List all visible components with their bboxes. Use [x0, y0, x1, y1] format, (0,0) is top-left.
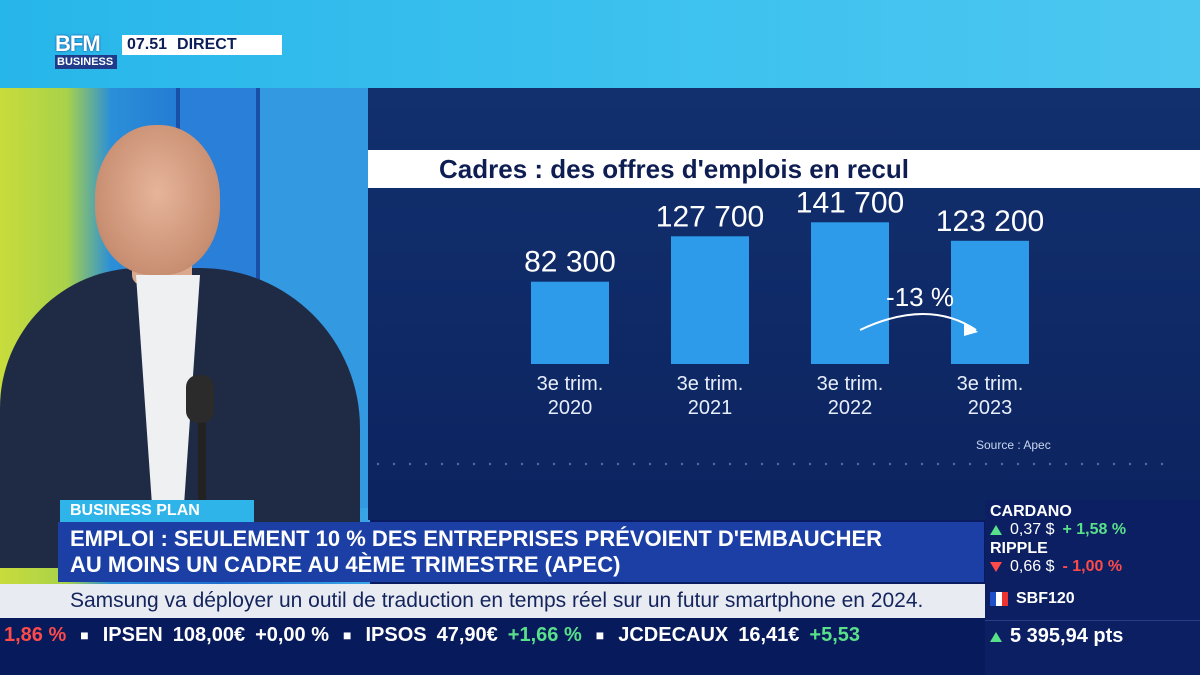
ticker-item: 1,86 %	[4, 624, 66, 647]
guest-head	[95, 125, 220, 275]
ticker-item: JCDECAUX 16,41€ +5,53	[618, 624, 860, 647]
ticker-change: +0,00 %	[255, 623, 330, 646]
bar-value-label: 123 200	[936, 205, 1044, 238]
crypto-name: CARDANO	[990, 503, 1072, 520]
bar-2021	[671, 236, 749, 364]
crypto-ripple: RIPPLE 0,66 $ - 1,00 %	[990, 540, 1122, 576]
live-clock-badge: 07.51 DIRECT	[122, 35, 282, 55]
bar-2022	[811, 222, 889, 364]
ticker-separator-icon: ■	[80, 627, 89, 643]
stock-ticker: 1,86 % ■ IPSEN 108,00€ +0,00 % ■ IPSOS 47,90€ +1…	[0, 618, 985, 652]
index-quote: 5 395,94 pts	[990, 625, 1123, 648]
program-tag: BUSINESS PLAN	[60, 500, 254, 522]
chart-title-bar: Cadres : des offres d'emplois en recul	[368, 150, 1200, 188]
crypto-cardano: CARDANO 0,37 $ + 1,58 %	[990, 503, 1126, 539]
crypto-change: + 1,58 %	[1062, 521, 1127, 538]
bar-2020	[531, 281, 609, 364]
index-name: SBF120	[1016, 590, 1075, 607]
index-header: SBF120	[990, 590, 1075, 608]
chart-source: Source : Apec	[976, 438, 1051, 452]
index-value-row: 5 395,94 pts	[990, 625, 1123, 648]
x-tick-label: 3e trim.	[537, 373, 604, 395]
chart-title: Cadres : des offres d'emplois en recul	[439, 153, 909, 184]
microphone-icon	[186, 375, 214, 423]
ticker-change: +1,66 %	[507, 623, 582, 646]
up-arrow-icon	[990, 525, 1002, 535]
x-tick-label: 2021	[688, 397, 733, 419]
news-ticker-text: Samsung va déployer un outil de traducti…	[70, 589, 924, 612]
x-tick-label: 3e trim.	[677, 373, 744, 395]
ticker-symbol: JCDECAUX	[618, 623, 729, 646]
logo-sub-text: BUSINESS	[55, 55, 117, 69]
x-tick-label: 3e trim.	[817, 373, 884, 395]
crypto-price: 0,66 $	[1010, 558, 1055, 575]
index-sbf120: SBF120	[990, 590, 1075, 608]
down-arrow-icon	[990, 562, 1002, 572]
change-annotation: -13 %	[886, 282, 954, 312]
clock-time: 07.51	[127, 36, 168, 53]
ticker-separator-icon: ■	[343, 627, 352, 643]
ticker-separator-icon: ■	[595, 627, 605, 643]
bottom-strip	[0, 652, 1200, 675]
bar-value-label: 82 300	[524, 246, 616, 279]
ticker-price: 47,90€	[436, 623, 498, 646]
x-tick-label: 2023	[968, 397, 1013, 419]
bar-value-label: 141 700	[796, 186, 904, 219]
ticker-symbol: IPSOS	[365, 623, 427, 646]
arrow-head-icon	[964, 322, 978, 336]
microphone-stand	[198, 410, 206, 510]
crypto-quote: 0,37 $ + 1,58 %	[990, 521, 1126, 539]
headline-line: EMPLOI : SEULEMENT 10 % DES ENTREPRISES …	[70, 526, 883, 551]
ticker-change: +5,53	[809, 623, 861, 646]
ticker-symbol: IPSEN	[102, 623, 163, 646]
live-label: DIRECT	[177, 36, 237, 53]
ticker-item: IPSOS 47,90€ +1,66 %	[365, 624, 581, 647]
channel-logo: BFM BUSINESS	[55, 33, 117, 75]
up-arrow-icon	[990, 631, 1002, 642]
news-ticker: Samsung va déployer un outil de traducti…	[0, 584, 985, 618]
french-flag-icon	[990, 592, 1008, 606]
headline-line: AU MOINS UN CADRE AU 4ÈME TRIMESTRE (APE…	[70, 552, 621, 577]
crypto-price: 0,37 $	[1010, 521, 1055, 538]
headline: EMPLOI : SEULEMENT 10 % DES ENTREPRISES …	[70, 526, 975, 578]
x-tick-label: 3e trim.	[957, 373, 1024, 395]
dotted-divider	[370, 462, 1170, 466]
ticker-change: 1,86 %	[4, 623, 67, 646]
crypto-quote: 0,66 $ - 1,00 %	[990, 558, 1122, 576]
market-divider	[985, 620, 1200, 621]
crypto-change: - 1,00 %	[1062, 558, 1123, 575]
ticker-price: 108,00€	[172, 623, 246, 646]
crypto-name: RIPPLE	[990, 540, 1048, 557]
ticker-price: 16,41€	[738, 623, 800, 646]
ticker-item: IPSEN 108,00€ +0,00 %	[103, 624, 329, 647]
x-tick-label: 2020	[548, 397, 593, 419]
logo-main-text: BFM	[55, 31, 101, 56]
bar-value-label: 127 700	[656, 200, 764, 233]
market-panel	[985, 500, 1200, 675]
bar-2023	[951, 240, 1029, 364]
headline-box	[58, 522, 984, 582]
x-tick-label: 2022	[828, 397, 873, 419]
index-value: 5 395,94 pts	[1010, 625, 1124, 647]
